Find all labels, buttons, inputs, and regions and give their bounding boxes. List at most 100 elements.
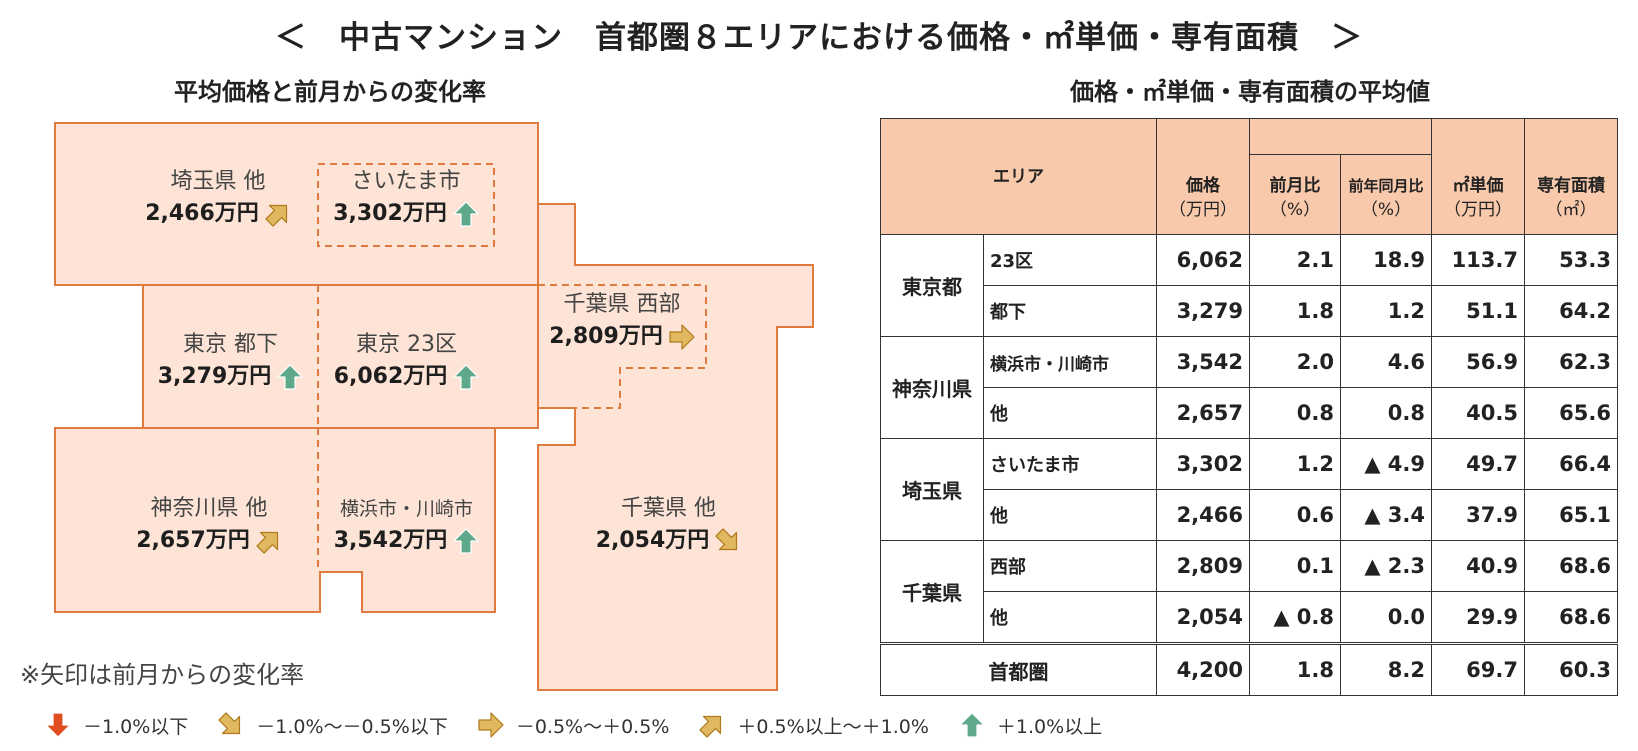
area-name: 埼玉県 他: [170, 169, 266, 194]
map-label-tokyo-other: 東京 都下 3,279万円: [143, 330, 318, 394]
legend-item: ＋1.0%以上: [959, 712, 1102, 739]
legend-label: －1.0%～－0.5%以下: [256, 715, 448, 738]
arrow-legend: －1.0%以下 －1.0%～－0.5%以下 －0.5%～＋0.5% ＋0.5%以…: [45, 708, 1132, 742]
arrow-up-icon: [959, 712, 985, 738]
legend-label: －1.0%以下: [83, 715, 189, 738]
area-name: 横浜市・川崎市: [339, 498, 473, 520]
page-title: ＜ 中古マンション 首都圏８エリアにおける価格・㎡単価・専有面積 ＞: [275, 20, 1363, 56]
sub-area-cell: 都下: [983, 285, 1157, 337]
unit-price-cell: 51.1: [1431, 285, 1525, 337]
yoy-cell: ▲ 4.9: [1340, 438, 1432, 490]
map-label-tokyo-23: 東京 23区 6,062万円: [318, 330, 495, 394]
pref-cell: 千葉県: [880, 540, 984, 644]
arrow-down-slight-icon: [715, 528, 741, 554]
yoy-cell: 18.9: [1340, 234, 1432, 286]
area-price: 3,542万円: [333, 528, 448, 553]
floor-area-cell: 62.3: [1524, 336, 1618, 388]
price-cell: 4,200: [1156, 642, 1250, 696]
floor-area-cell: 53.3: [1524, 234, 1618, 286]
arrow-down-icon: [45, 712, 71, 738]
mom-cell: 0.6: [1249, 489, 1341, 541]
map-label-kanagawa-other: 神奈川県 他 2,657万円: [100, 494, 318, 558]
area-name: さいたま市: [351, 169, 461, 194]
table-row: 他 2,054 ▲ 0.8 0.0 29.9 68.6: [881, 591, 1618, 644]
floor-area-cell: 64.2: [1524, 285, 1618, 337]
yoy-cell: 0.8: [1340, 387, 1432, 439]
region-chiba-west: [538, 284, 707, 409]
header-price: 価格 （万円）: [1156, 118, 1250, 235]
header-floor-area: 専有面積 （㎡）: [1524, 118, 1618, 235]
area-name: 東京 都下: [183, 332, 278, 357]
arrow-down-slight-icon: [218, 712, 244, 738]
unit-price-cell: 113.7: [1431, 234, 1525, 286]
legend-item: ＋0.5%以上～＋1.0%: [699, 712, 929, 739]
mom-cell: 1.8: [1249, 285, 1341, 337]
arrow-up-slight-icon: [699, 712, 725, 738]
legend-label: －0.5%～＋0.5%: [515, 715, 670, 738]
table-row: 埼玉県 さいたま市 3,302 1.2 ▲ 4.9 49.7 66.4: [880, 438, 1618, 541]
area-price: 2,809万円: [549, 324, 663, 349]
yoy-cell: 1.2: [1340, 285, 1432, 337]
map-label-yokohama-kawasaki: 横浜市・川崎市 3,542万円: [318, 494, 495, 558]
mom-cell: 1.2: [1249, 438, 1341, 490]
floor-area-cell: 68.6: [1524, 591, 1618, 644]
area-name: 神奈川県 他: [150, 496, 268, 521]
area-price: 2,657万円: [136, 528, 250, 553]
arrow-up-icon: [277, 364, 303, 390]
mom-cell: 0.1: [1249, 540, 1341, 592]
sub-area-cell: さいたま市: [983, 438, 1157, 490]
yoy-cell: 0.0: [1340, 591, 1432, 644]
header-unit-price: ㎡単価 （万円）: [1431, 118, 1525, 235]
region-tokyo: [142, 284, 539, 429]
map-label-chiba-west: 千葉県 西部 2,809万円: [538, 290, 706, 354]
area-price: 3,279万円: [157, 364, 272, 389]
header-area: エリア: [880, 118, 1157, 235]
table-total-row: 首都圏 4,200 1.8 8.2 69.7 60.3: [880, 642, 1618, 696]
area-price: 3,302万円: [333, 201, 447, 226]
sub-area-cell: 他: [983, 489, 1157, 541]
price-cell: 2,809: [1156, 540, 1250, 592]
unit-price-cell: 37.9: [1431, 489, 1525, 541]
header-change-group: [1249, 118, 1432, 155]
unit-price-cell: 40.9: [1431, 540, 1525, 592]
floor-area-cell: 68.6: [1524, 540, 1618, 592]
table-row: 他 2,466 0.6 ▲ 3.4 37.9 65.1: [881, 489, 1618, 541]
area-name: 千葉県 他: [621, 496, 716, 521]
arrow-up-slight-icon: [256, 528, 282, 554]
table-row: 千葉県 西部 2,809 0.1 ▲ 2.3 40.9 68.6: [880, 540, 1618, 644]
mom-cell: 2.1: [1249, 234, 1341, 286]
floor-area-cell: 66.4: [1524, 438, 1618, 490]
arrow-flat-icon: [478, 712, 504, 738]
unit-price-cell: 56.9: [1431, 336, 1525, 388]
floor-area-cell: 65.1: [1524, 489, 1618, 541]
region-kanagawa: [54, 427, 496, 613]
yoy-cell: ▲ 2.3: [1340, 540, 1432, 592]
total-label-cell: 首都圏: [880, 642, 1157, 696]
mom-cell: 2.0: [1249, 336, 1341, 388]
map-label-chiba-other: 千葉県 他 2,054万円: [560, 494, 777, 558]
mom-cell: ▲ 0.8: [1249, 591, 1341, 644]
arrow-up-slight-icon: [265, 201, 291, 227]
area-name: 東京 23区: [356, 332, 457, 357]
arrow-note: ※矢印は前月からの変化率: [20, 661, 305, 689]
mom-cell: 1.8: [1249, 642, 1341, 696]
floor-area-cell: 65.6: [1524, 387, 1618, 439]
price-table: エリア 価格 （万円） ㎡単価 （万円） 専有面積 （㎡） 前月比 （%） 前年同月比（…: [880, 118, 1618, 696]
unit-price-cell: 29.9: [1431, 591, 1525, 644]
legend-item: －0.5%～＋0.5%: [478, 712, 670, 739]
price-cell: 2,054: [1156, 591, 1250, 644]
price-cell: 2,466: [1156, 489, 1250, 541]
yoy-cell: ▲ 3.4: [1340, 489, 1432, 541]
table-row: 他 2,657 0.8 0.8 40.5 65.6: [881, 387, 1618, 439]
pref-cell: 埼玉県: [880, 438, 984, 541]
price-cell: 6,062: [1156, 234, 1250, 286]
area-name: 千葉県 西部: [563, 292, 681, 317]
arrow-up-icon: [453, 201, 479, 227]
header-mom: 前月比 （%）: [1249, 154, 1341, 235]
area-price: 2,466万円: [145, 201, 259, 226]
sub-area-cell: 23区: [983, 234, 1157, 286]
table-row: 都下 3,279 1.8 1.2 51.1 64.2: [881, 285, 1618, 337]
legend-label: ＋0.5%以上～＋1.0%: [737, 715, 929, 738]
table-row: 神奈川県 横浜市・川崎市 3,542 2.0 4.6 56.9 62.3: [880, 336, 1618, 439]
sub-area-cell: 横浜市・川崎市: [983, 336, 1157, 388]
